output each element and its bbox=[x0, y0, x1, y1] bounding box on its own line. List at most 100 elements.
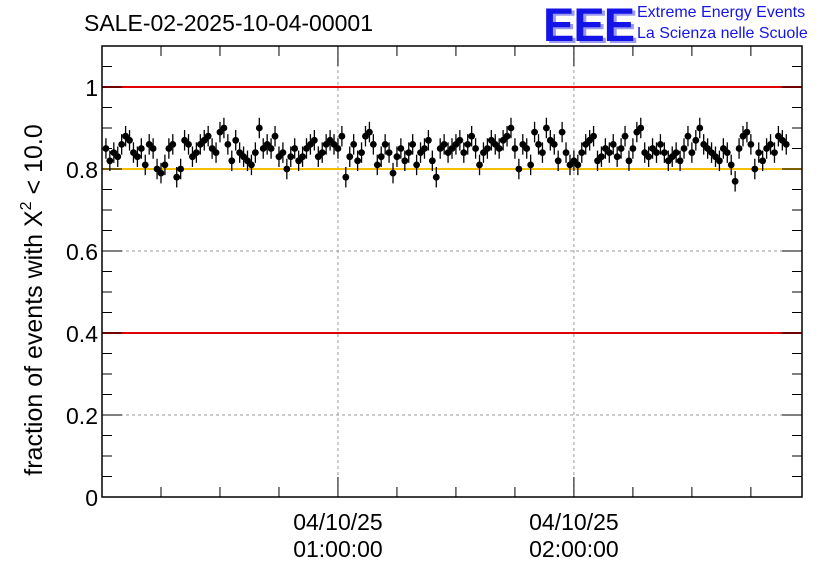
data-point bbox=[425, 130, 432, 151]
point-marker bbox=[397, 145, 405, 152]
point-marker bbox=[346, 153, 354, 161]
reference-lines bbox=[102, 86, 802, 334]
data-point bbox=[546, 130, 554, 151]
data-point bbox=[511, 138, 519, 159]
data-point bbox=[605, 142, 613, 163]
data-point bbox=[676, 150, 684, 172]
data-point bbox=[782, 134, 790, 155]
data-point bbox=[267, 138, 275, 159]
data-point bbox=[625, 150, 633, 172]
data-point bbox=[755, 142, 763, 163]
data-point bbox=[177, 158, 185, 180]
point-marker bbox=[106, 157, 114, 165]
point-marker bbox=[755, 149, 763, 157]
point-marker bbox=[743, 128, 751, 136]
data-point bbox=[161, 154, 169, 176]
data-point bbox=[326, 130, 334, 151]
point-marker bbox=[177, 165, 185, 173]
point-marker bbox=[684, 132, 692, 140]
data-point bbox=[118, 134, 126, 155]
data-point bbox=[633, 121, 641, 143]
data-point bbox=[314, 146, 322, 167]
data-point bbox=[220, 117, 228, 139]
point-marker bbox=[680, 145, 688, 152]
point-marker bbox=[625, 157, 633, 165]
data-point bbox=[244, 150, 251, 172]
x-tick-time-label: 01:00:00 bbox=[293, 536, 383, 562]
point-marker bbox=[283, 165, 291, 173]
data-point bbox=[680, 138, 688, 159]
data-point bbox=[428, 150, 436, 172]
point-marker bbox=[267, 145, 275, 152]
data-point bbox=[389, 162, 397, 184]
data-point bbox=[421, 138, 428, 159]
y-axis-label-tail: < 10.0 bbox=[20, 124, 48, 201]
data-point bbox=[519, 134, 527, 155]
point-marker bbox=[767, 141, 774, 148]
data-point bbox=[613, 146, 621, 167]
data-point bbox=[417, 142, 424, 163]
point-marker bbox=[432, 173, 440, 181]
point-marker bbox=[542, 124, 550, 132]
data-point bbox=[126, 130, 133, 151]
data-point bbox=[413, 154, 421, 176]
data-point bbox=[448, 138, 456, 159]
point-marker bbox=[358, 149, 365, 157]
data-point bbox=[653, 142, 660, 163]
data-point bbox=[739, 125, 747, 147]
y-tick-label: 0.6 bbox=[66, 239, 98, 265]
point-marker bbox=[653, 149, 660, 157]
point-marker bbox=[771, 149, 778, 157]
data-point bbox=[366, 121, 373, 143]
point-marker bbox=[735, 145, 743, 152]
data-point bbox=[759, 150, 767, 172]
data-point bbox=[535, 134, 542, 155]
point-marker bbox=[310, 136, 318, 144]
point-marker bbox=[389, 169, 397, 177]
data-point bbox=[723, 142, 731, 163]
point-marker bbox=[535, 141, 542, 148]
y-axis-label-main: fraction of events with X bbox=[20, 210, 48, 476]
point-marker bbox=[212, 149, 220, 157]
point-marker bbox=[609, 141, 617, 148]
point-marker bbox=[782, 141, 790, 148]
point-marker bbox=[393, 153, 401, 161]
data-point bbox=[483, 138, 491, 159]
point-marker bbox=[550, 141, 558, 148]
data-point bbox=[452, 134, 460, 155]
point-marker bbox=[204, 132, 212, 140]
point-marker bbox=[637, 124, 645, 132]
point-marker bbox=[401, 157, 409, 165]
point-marker bbox=[483, 145, 491, 152]
data-point bbox=[523, 138, 531, 159]
y-tick-label: 0.8 bbox=[66, 157, 98, 183]
point-marker bbox=[385, 149, 393, 157]
point-marker bbox=[118, 141, 126, 148]
point-marker bbox=[149, 145, 157, 152]
data-point bbox=[767, 134, 774, 155]
point-marker bbox=[511, 145, 519, 152]
data-point bbox=[401, 150, 409, 172]
data-point bbox=[185, 134, 192, 155]
data-point bbox=[397, 138, 405, 159]
point-marker bbox=[251, 149, 259, 157]
data-point bbox=[251, 142, 259, 163]
point-marker bbox=[141, 161, 149, 169]
point-marker bbox=[692, 136, 700, 144]
data-point bbox=[192, 142, 200, 163]
point-marker bbox=[503, 132, 511, 140]
data-point bbox=[507, 117, 515, 139]
data-point bbox=[527, 154, 535, 176]
point-marker bbox=[523, 145, 531, 152]
point-marker bbox=[657, 141, 664, 148]
data-point bbox=[751, 158, 759, 180]
data-point bbox=[775, 125, 782, 147]
data-point bbox=[491, 134, 499, 155]
point-marker bbox=[464, 141, 472, 148]
point-marker bbox=[114, 153, 122, 161]
point-marker bbox=[731, 177, 739, 185]
y-tick-label: 0.4 bbox=[66, 321, 98, 347]
data-point bbox=[181, 130, 188, 151]
data-point bbox=[688, 142, 696, 163]
y-tick-label: 0.2 bbox=[66, 403, 98, 429]
